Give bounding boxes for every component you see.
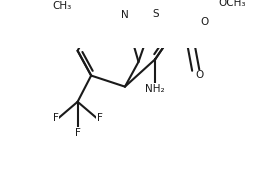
Text: N: N <box>121 10 129 20</box>
Text: CH₃: CH₃ <box>52 1 72 11</box>
Text: F: F <box>97 113 103 123</box>
Text: NH₂: NH₂ <box>146 84 165 94</box>
Text: S: S <box>152 9 159 19</box>
Text: O: O <box>200 17 209 27</box>
Text: O: O <box>196 70 204 80</box>
Text: F: F <box>75 128 81 138</box>
Text: F: F <box>52 113 58 123</box>
Text: OCH₃: OCH₃ <box>219 0 246 8</box>
